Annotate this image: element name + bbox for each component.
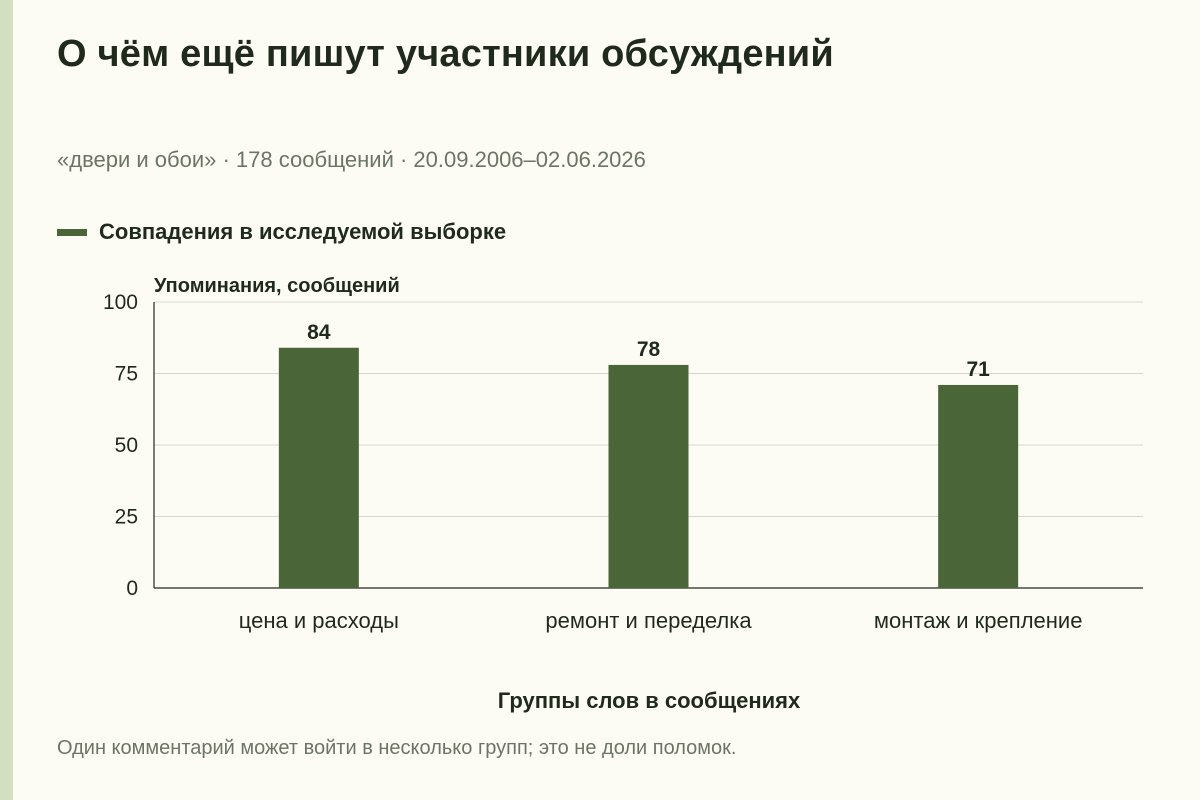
legend: Совпадения в исследуемой выборке bbox=[57, 219, 506, 245]
legend-swatch bbox=[57, 228, 87, 236]
y-tick-label: 0 bbox=[126, 577, 138, 600]
data-label: 78 bbox=[637, 338, 661, 361]
y-tick-label: 25 bbox=[115, 506, 138, 529]
y-tick-label: 50 bbox=[115, 434, 138, 457]
legend-label: Совпадения в исследуемой выборке bbox=[99, 219, 507, 244]
bar bbox=[278, 347, 359, 588]
bar-chart: 0 25 50 75 100 84 цена и расходы 78 ремонт и пе… bbox=[103, 275, 1143, 713]
accent-stripe bbox=[0, 0, 13, 800]
y-tick-label: 100 bbox=[103, 291, 138, 314]
y-tick-label: 75 bbox=[115, 363, 138, 386]
bars bbox=[278, 347, 1019, 588]
footnote: Один комментарий может войти в несколько… bbox=[57, 737, 737, 759]
chart-title: О чём ещё пишут участники обсуждений bbox=[57, 33, 834, 75]
data-label: 84 bbox=[307, 321, 331, 344]
x-axis-title: Группы слов в сообщениях bbox=[498, 688, 801, 713]
data-label: 71 bbox=[966, 358, 990, 381]
bar bbox=[938, 384, 1019, 588]
labels: 84 цена и расходы 78 ремонт и переделка 71 мо… bbox=[239, 321, 1083, 633]
y-axis-title: Упоминания, сообщений bbox=[154, 275, 400, 297]
chart-subtitle: «двери и обои» · 178 сообщений · 20.09.2… bbox=[57, 147, 646, 172]
x-tick-label: ремонт и переделка bbox=[545, 608, 752, 633]
bar bbox=[608, 364, 689, 588]
x-tick-label: монтаж и крепление bbox=[874, 608, 1083, 633]
x-tick-label: цена и расходы bbox=[239, 608, 399, 633]
